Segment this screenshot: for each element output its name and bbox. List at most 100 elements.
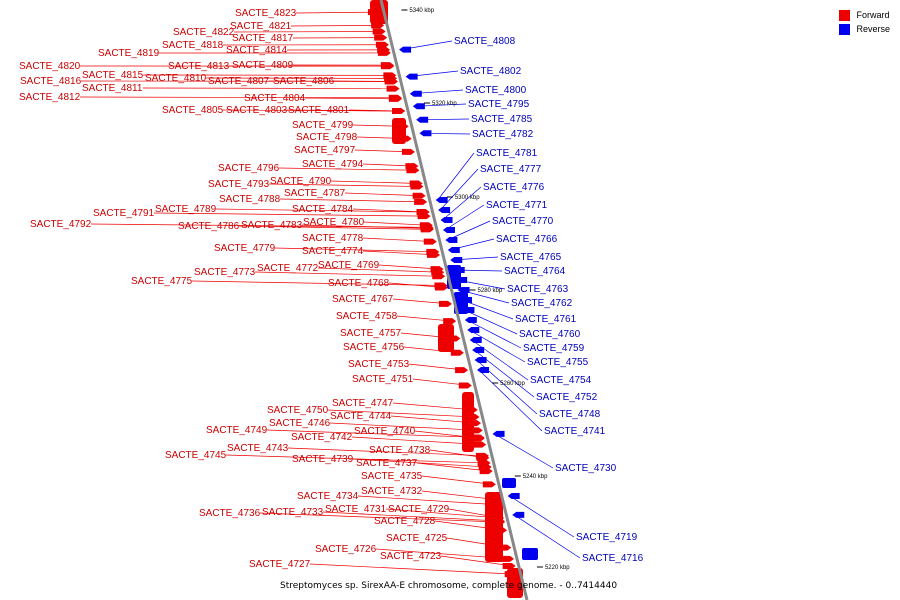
forward-gene-label: SACTE_4820 bbox=[19, 61, 81, 72]
forward-leader-line bbox=[304, 97, 400, 100]
reverse-gene-label: SACTE_4770 bbox=[492, 216, 554, 227]
forward-leader-line bbox=[363, 221, 430, 226]
forward-leader-line bbox=[329, 422, 480, 431]
forward-gene-label: SACTE_4780 bbox=[303, 217, 365, 228]
forward-leader-line bbox=[268, 183, 421, 187]
forward-gene-label: SACTE_4749 bbox=[206, 425, 268, 436]
forward-leader-line bbox=[259, 512, 503, 523]
forward-leader-line bbox=[266, 429, 482, 438]
forward-leader-line bbox=[330, 180, 420, 184]
reverse-leader-line bbox=[464, 309, 518, 335]
ruler-tick-label: 5300 kbp bbox=[455, 195, 480, 201]
reverse-gene-label: SACTE_4800 bbox=[465, 85, 527, 96]
reverse-gene-label: SACTE_4719 bbox=[576, 532, 638, 543]
forward-gene-glyph bbox=[409, 180, 423, 187]
forward-leader-line bbox=[327, 409, 477, 418]
reverse-swatch bbox=[839, 23, 851, 35]
ruler-tick-label: 5340 kbp bbox=[409, 8, 434, 14]
forward-gene-label: SACTE_4729 bbox=[388, 504, 450, 515]
forward-leader-line bbox=[279, 198, 425, 203]
reverse-gene-glyph bbox=[438, 207, 451, 213]
reverse-leader-line bbox=[478, 369, 543, 432]
forward-gene-label: SACTE_4757 bbox=[340, 328, 402, 339]
reverse-gene-label: SACTE_4766 bbox=[496, 234, 558, 245]
forward-gene-block bbox=[438, 324, 454, 352]
legend-reverse-label: Reverse bbox=[856, 24, 890, 34]
reverse-gene-label: SACTE_4777 bbox=[480, 164, 542, 175]
forward-leader-line bbox=[362, 250, 438, 256]
reverse-leader-line bbox=[469, 329, 526, 363]
forward-gene-label: SACTE_4807 bbox=[208, 76, 270, 87]
forward-gene-label: SACTE_4817 bbox=[232, 33, 294, 44]
forward-gene-label: SACTE_4725 bbox=[386, 533, 448, 544]
forward-gene-glyph bbox=[476, 454, 490, 461]
forward-leader-line bbox=[191, 280, 445, 286]
forward-leader-line bbox=[416, 462, 490, 472]
ruler-ticks: 5340 kbp 5320 kbp 5300 kbp 5280 kbp 5260 kbp… bbox=[401, 8, 570, 571]
forward-gene-glyph bbox=[416, 209, 430, 216]
forward-gene-block bbox=[462, 392, 474, 452]
forward-gene-label: SACTE_4783 bbox=[241, 220, 303, 231]
forward-leader-line bbox=[290, 25, 382, 27]
reverse-gene-glyph bbox=[492, 430, 505, 437]
forward-leader-line bbox=[301, 224, 431, 229]
strand-legend: Forward Reverse bbox=[839, 8, 890, 36]
forward-gene-label: SACTE_4736 bbox=[199, 508, 261, 519]
forward-gene-label: SACTE_4806 bbox=[273, 76, 335, 87]
forward-gene-glyph bbox=[380, 62, 394, 69]
forward-leader-line bbox=[153, 212, 428, 217]
forward-leader-line bbox=[378, 264, 441, 270]
reverse-gene-label: SACTE_4785 bbox=[471, 114, 533, 125]
forward-gene-label: SACTE_4797 bbox=[294, 145, 356, 156]
forward-leader-line bbox=[385, 508, 502, 519]
forward-gene-glyph bbox=[443, 318, 457, 325]
forward-gene-label: SACTE_4804 bbox=[244, 93, 306, 104]
forward-leader-line bbox=[322, 511, 502, 522]
reverse-leader-line bbox=[442, 186, 482, 221]
forward-gene-label: SACTE_4798 bbox=[296, 132, 358, 143]
forward-gene-label: SACTE_4793 bbox=[208, 179, 270, 190]
forward-gene-label: SACTE_4809 bbox=[232, 60, 294, 71]
reverse-gene-label: SACTE_4759 bbox=[523, 343, 585, 354]
forward-gene-label: SACTE_4811 bbox=[82, 83, 143, 94]
forward-leader-line bbox=[352, 458, 489, 468]
reverse-gene-label: SACTE_4755 bbox=[527, 357, 589, 368]
legend-forward: Forward bbox=[839, 8, 890, 22]
reverse-gene-label: SACTE_4754 bbox=[530, 375, 592, 386]
forward-gene-label: SACTE_4743 bbox=[227, 443, 289, 454]
ruler-tick-label: 5220 kbp bbox=[545, 565, 570, 571]
reverse-gene-label: SACTE_4782 bbox=[472, 129, 534, 140]
reverse-leader-line bbox=[509, 495, 575, 538]
forward-gene-glyph bbox=[392, 108, 406, 115]
forward-gene-glyph bbox=[405, 163, 419, 170]
reverse-gene-glyph bbox=[447, 247, 460, 253]
forward-gene-label: SACTE_4778 bbox=[302, 233, 364, 244]
forward-gene-glyph bbox=[502, 562, 516, 569]
ruler-tick-label: 5320 kbp bbox=[432, 101, 457, 107]
forward-gene-label: SACTE_4769 bbox=[318, 260, 380, 271]
forward-gene-label: SACTE_4728 bbox=[374, 516, 436, 527]
forward-gene-glyph bbox=[482, 481, 496, 488]
reverse-gene-glyph bbox=[399, 46, 412, 53]
forward-gene-label: SACTE_4799 bbox=[292, 120, 354, 131]
forward-gene-labels: SACTE_4823 SACTE_4821SACTE_4822SACTE_4817… bbox=[19, 8, 450, 570]
forward-leader-line bbox=[238, 225, 431, 230]
forward-gene-label: SACTE_4814 bbox=[226, 45, 288, 56]
forward-gene-glyph bbox=[384, 78, 398, 85]
forward-leader-line bbox=[352, 208, 427, 213]
reverse-gene-label: SACTE_4765 bbox=[500, 252, 562, 263]
reverse-gene-glyph bbox=[477, 367, 490, 373]
forward-gene-label: SACTE_4794 bbox=[302, 159, 364, 170]
reverse-gene-label: SACTE_4771 bbox=[486, 200, 548, 211]
reverse-gene-glyph bbox=[474, 357, 487, 363]
forward-gene-label: SACTE_4823 bbox=[235, 8, 297, 19]
forward-gene-label: SACTE_4747 bbox=[332, 398, 394, 409]
reverse-leader-line bbox=[444, 204, 485, 231]
forward-gene-label: SACTE_4822 bbox=[173, 27, 235, 38]
reverse-gene-label: SACTE_4762 bbox=[511, 298, 573, 309]
forward-gene-label: SACTE_4758 bbox=[336, 311, 398, 322]
reverse-gene-glyph bbox=[507, 493, 520, 499]
forward-swatch bbox=[839, 9, 851, 21]
forward-gene-label: SACTE_4789 bbox=[155, 204, 217, 215]
legend-reverse: Reverse bbox=[839, 22, 890, 36]
